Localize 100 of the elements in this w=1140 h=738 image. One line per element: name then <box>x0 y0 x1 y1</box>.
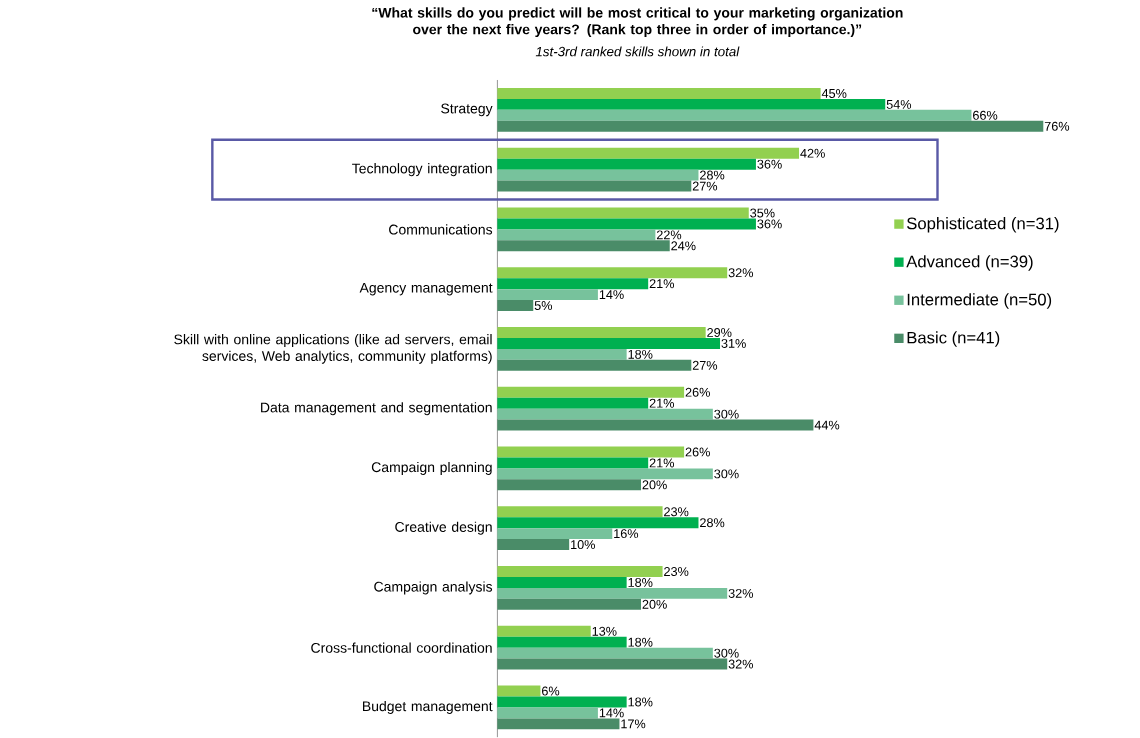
y-tick-label: Budget management <box>363 701 493 715</box>
bar <box>497 577 627 589</box>
y-tick-label: Agency management <box>359 283 493 296</box>
bar <box>497 267 728 279</box>
bar <box>497 218 756 230</box>
bar <box>497 121 1044 132</box>
bar <box>497 685 541 697</box>
bar <box>497 289 598 301</box>
data-label: 14% <box>599 290 624 300</box>
bar <box>497 180 692 192</box>
data-label: 35% <box>750 208 775 218</box>
bar <box>497 397 649 409</box>
y-tick-label: Technology integration <box>352 163 492 177</box>
data-label: 28% <box>700 518 725 528</box>
bar <box>497 349 627 361</box>
bar <box>497 327 706 339</box>
data-label: 32% <box>728 589 754 599</box>
bar <box>497 468 713 480</box>
data-label: 18% <box>628 697 653 707</box>
data-label: 30% <box>714 648 739 658</box>
bar <box>497 626 591 637</box>
y-tick-label: Campaign planning <box>371 462 492 476</box>
bar <box>497 647 713 659</box>
data-label: 13% <box>592 627 617 636</box>
bar <box>497 408 713 420</box>
data-label: 44% <box>814 420 840 430</box>
bar <box>497 158 756 170</box>
data-label: 31% <box>721 339 746 349</box>
bar <box>497 566 663 578</box>
data-label: 26% <box>685 387 710 397</box>
bar <box>497 539 570 551</box>
y-tick-label: Creative design <box>395 521 492 535</box>
data-label: 24% <box>671 241 696 251</box>
bar <box>497 99 886 111</box>
y-tick-label: Cross-functional coordination <box>311 642 492 654</box>
data-label: 27% <box>692 181 718 191</box>
bar <box>497 88 821 100</box>
bar <box>497 147 800 159</box>
bar <box>497 338 721 350</box>
data-label: 76% <box>1044 121 1070 131</box>
legend-label: Advanced (n=39) <box>906 255 1033 271</box>
data-label: 18% <box>628 350 653 360</box>
bar <box>497 588 728 600</box>
data-label: 45% <box>821 89 847 99</box>
data-label: 23% <box>664 567 689 577</box>
data-label: 17% <box>621 719 646 729</box>
bar <box>497 599 642 610</box>
y-tick-label: Skill with online applications (like ad servers, email services, Web analytics, community platforms) <box>174 334 492 364</box>
y-tick-label: Data management and segmentation <box>261 402 492 416</box>
bar <box>497 707 598 719</box>
data-label: 36% <box>757 159 782 169</box>
chart-title: “What skills do you predict will be most critical to your marketing organization over the next five years? (Rank top three in order of importance.)” <box>372 7 903 38</box>
bar <box>497 386 685 398</box>
bar <box>497 528 613 540</box>
data-label: 22% <box>656 230 682 240</box>
data-label: 54% <box>886 100 912 110</box>
legend-label: Basic (n=41) <box>907 331 1000 348</box>
data-label: 14% <box>599 708 624 718</box>
data-label: 28% <box>700 170 725 180</box>
bar <box>497 446 685 458</box>
data-label: 29% <box>707 328 732 338</box>
data-label: 21% <box>649 398 675 408</box>
bar <box>497 636 627 648</box>
bar <box>497 278 649 290</box>
data-label: 27% <box>692 361 718 370</box>
data-label: 18% <box>628 637 653 647</box>
y-tick-label: Campaign analysis <box>374 581 493 595</box>
y-tick-label: Strategy <box>441 103 493 117</box>
data-label: 21% <box>649 458 675 468</box>
bar <box>497 360 692 371</box>
legend-label: Intermediate (n=50) <box>907 293 1052 309</box>
data-label: 36% <box>757 219 782 229</box>
bar <box>497 696 627 708</box>
data-label: 32% <box>728 268 754 278</box>
bar <box>497 658 728 670</box>
data-label: 23% <box>664 507 689 517</box>
bar <box>497 110 972 122</box>
bar <box>497 718 620 730</box>
bar <box>497 240 670 252</box>
chart-subtitle: 1st-3rd ranked skills shown in total <box>535 46 740 57</box>
bar <box>497 207 749 219</box>
data-label: 21% <box>649 279 675 289</box>
data-label: 10% <box>571 540 595 550</box>
bar <box>497 300 534 312</box>
data-label: 6% <box>542 686 560 696</box>
data-label: 66% <box>973 111 998 121</box>
bar <box>497 517 699 529</box>
data-label: 42% <box>800 148 825 158</box>
data-label: 32% <box>728 659 754 669</box>
data-label: 30% <box>714 469 739 479</box>
data-label: 26% <box>685 447 710 457</box>
data-label: 16% <box>614 529 639 539</box>
bar <box>497 229 656 241</box>
bar <box>497 479 642 491</box>
data-label: 5% <box>534 301 553 311</box>
bar <box>497 506 663 518</box>
data-label: 20% <box>642 600 667 610</box>
y-tick-label: Communications <box>389 224 493 235</box>
bar <box>497 419 814 431</box>
bar <box>497 169 699 181</box>
